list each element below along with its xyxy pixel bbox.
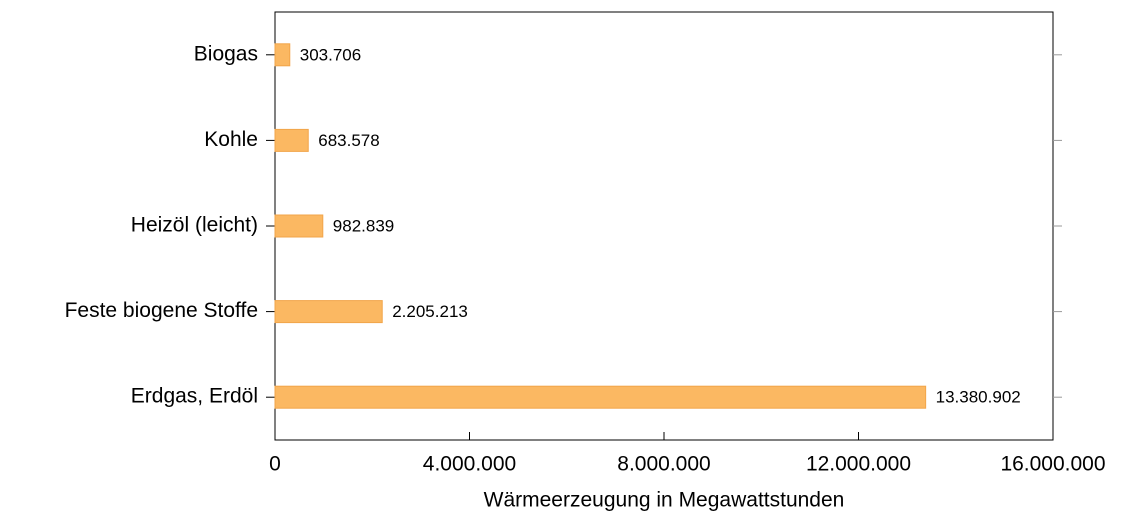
y-tick-label: Erdgas, Erdöl: [131, 385, 258, 408]
x-tick-label: 16.000.000: [1000, 453, 1105, 476]
value-label: 13.380.902: [936, 388, 1021, 407]
y-tick-label: Kohle: [204, 128, 258, 151]
y-tick-label: Feste biogene Stoffe: [65, 299, 258, 322]
x-axis-title: Wärmeerzeugung in Megawattstunden: [484, 489, 845, 512]
value-label: 982.839: [333, 216, 394, 235]
bar: [274, 214, 324, 238]
bar: [274, 128, 309, 152]
bar: [274, 43, 291, 67]
x-tick-label: 12.000.000: [806, 453, 911, 476]
y-tick-label: Biogas: [194, 42, 258, 65]
value-label: 2.205.213: [392, 302, 468, 321]
y-tick-label: Heizöl (leicht): [131, 214, 258, 237]
bar: [274, 385, 927, 409]
x-tick-label: 0: [269, 453, 281, 476]
x-tick-label: 8.000.000: [617, 453, 710, 476]
value-label: 303.706: [300, 45, 361, 64]
value-label: 683.578: [318, 131, 379, 150]
x-tick-label: 4.000.000: [423, 453, 516, 476]
bar: [274, 300, 383, 324]
